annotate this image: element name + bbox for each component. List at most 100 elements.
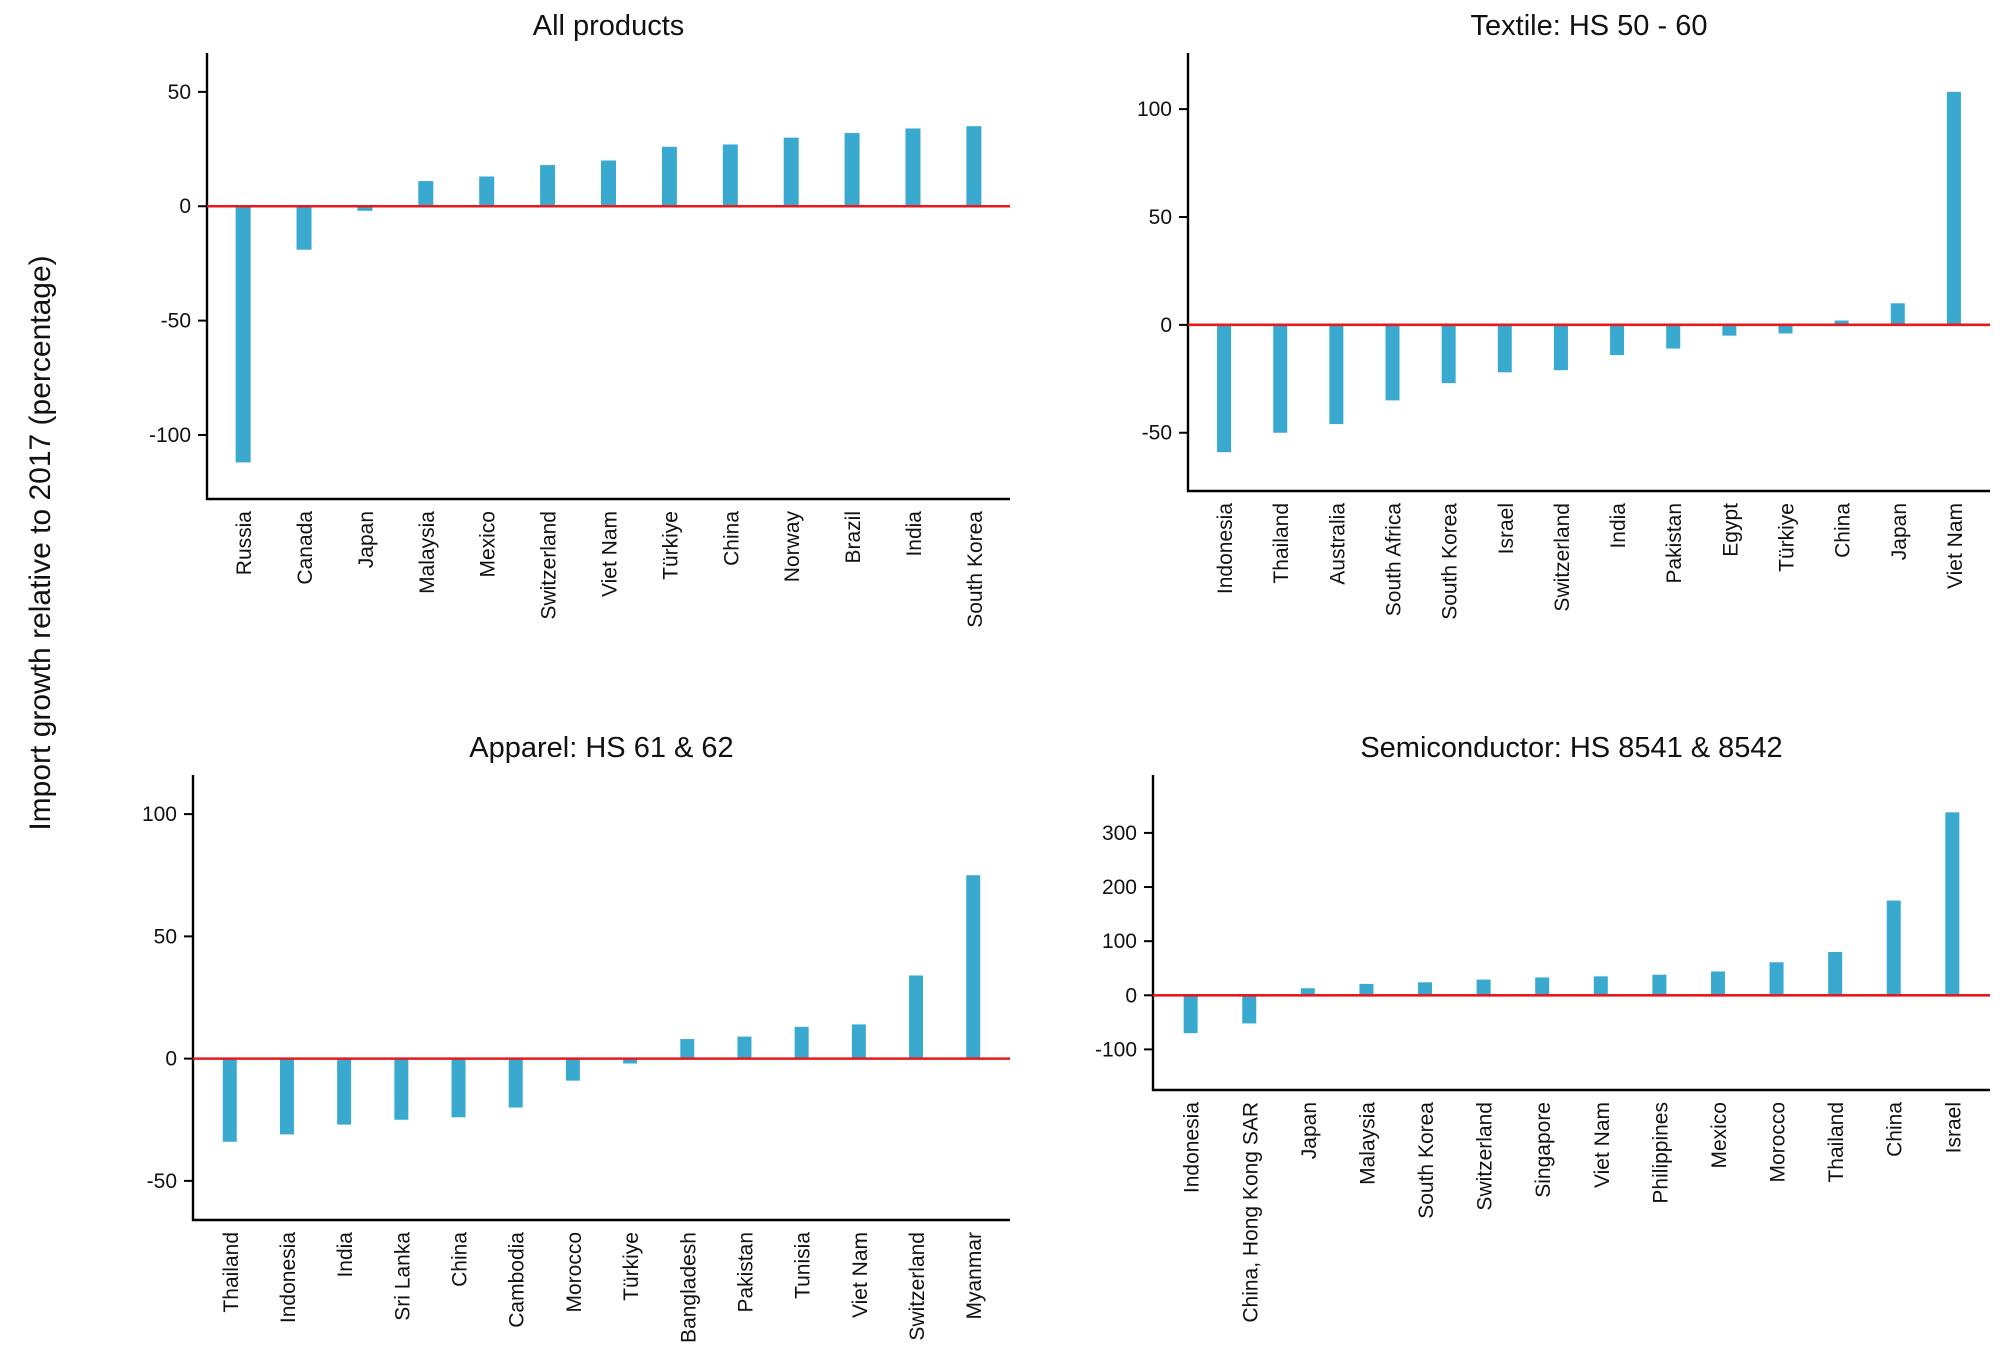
bar-bangladesh [680, 1039, 695, 1059]
bar-australia [1329, 324, 1344, 425]
chart-title: All products [533, 10, 685, 42]
y-tick-label: -100 [149, 424, 191, 447]
bar-indonesia [279, 1058, 294, 1135]
x-category-label: Sri Lanka [391, 1232, 414, 1321]
bar-thailand [1828, 951, 1843, 996]
x-category-label: Japan [1298, 1102, 1321, 1159]
y-tick-label: -100 [1095, 1038, 1137, 1061]
y-tick-label: 100 [1137, 98, 1172, 121]
x-category-label: Thailand [220, 1232, 243, 1313]
y-tick-label: 50 [154, 925, 177, 948]
bar-israel [1497, 324, 1512, 373]
y-tick-label: 0 [165, 1048, 177, 1071]
chart-panel-1: All products 50 0 -50 -100 Russia Canada Japan M… [149, 10, 1010, 628]
axis-lines [191, 775, 1010, 1222]
x-category-label: Bangladesh [677, 1232, 700, 1343]
x-category-label: Viet Nam [599, 511, 622, 597]
bar-india [337, 1058, 352, 1125]
x-category-label: India [903, 511, 926, 557]
x-category-label: Indonesia [1214, 503, 1237, 594]
x-category-label: Pakistan [1663, 503, 1686, 584]
x-category-label: Myanmar [963, 1232, 986, 1320]
y-tick-label: 300 [1102, 822, 1137, 845]
bar-south-korea [966, 126, 982, 207]
axis-lines [1186, 53, 1990, 493]
y-tick-label: 100 [142, 803, 177, 826]
x-category-label: Mexico [1708, 1102, 1731, 1169]
bar-switzerland [909, 975, 924, 1059]
bar-morocco [1769, 962, 1784, 996]
bar-norway [783, 137, 799, 207]
x-category-label: Morocco [1767, 1102, 1790, 1183]
bar-cambodia [508, 1058, 523, 1108]
bar-japan [1890, 303, 1905, 325]
bar-china [451, 1058, 466, 1118]
bar-t-rkiye [1778, 324, 1793, 334]
x-category-label: China, Hong Kong SAR [1239, 1102, 1262, 1323]
y-tick-label: 0 [179, 195, 191, 218]
x-category-label: Viet Nam [1591, 1102, 1614, 1188]
y-tick-label: 0 [1160, 314, 1172, 337]
x-category-label: Norway [781, 511, 804, 583]
x-category-label: Viet Nam [1944, 503, 1967, 589]
y-tick-label: -50 [147, 1170, 177, 1193]
bar-morocco [565, 1058, 580, 1081]
bar-singapore [1535, 977, 1550, 996]
x-category-label: Indonesia [1181, 1102, 1204, 1193]
x-category-label: Switzerland [1474, 1102, 1497, 1211]
chart-title: Textile: HS 50 - 60 [1471, 10, 1708, 42]
y-tick-label: 50 [1149, 206, 1172, 229]
x-category-label: Russia [233, 511, 256, 576]
x-category-label: Türkiye [620, 1232, 643, 1301]
bar-brazil [844, 133, 860, 207]
bar-japan [357, 206, 373, 211]
bar-pakistan [737, 1036, 752, 1059]
x-category-label: Tunisia [792, 1232, 815, 1299]
x-category-label: Switzerland [538, 511, 561, 620]
bar-viet-nam [1593, 976, 1608, 996]
axis-lines [1151, 775, 1990, 1092]
bar-china [1886, 900, 1901, 996]
bar-thailand [1273, 324, 1288, 433]
bar-south-korea [1441, 324, 1456, 384]
bar-south-korea [1418, 982, 1433, 996]
panels: All products 50 0 -50 -100 Russia Canada Japan M… [142, 10, 1990, 1343]
x-category-label: Israel [1942, 1102, 1965, 1153]
bar-switzerland [540, 165, 556, 207]
x-category-label: Cambodia [506, 1232, 529, 1328]
x-category-label: Pakistan [734, 1232, 757, 1313]
x-category-label: China [720, 511, 743, 566]
x-category-label: Brazil [842, 511, 865, 564]
x-category-label: South Korea [964, 511, 987, 628]
bar-viet-nam [851, 1024, 866, 1059]
bar-canada [296, 206, 312, 250]
bar-mexico [1710, 971, 1725, 996]
bar-t-rkiye [661, 146, 677, 207]
bar-philippines [1652, 974, 1667, 996]
bar-thailand [222, 1058, 237, 1142]
x-category-label: Türkiye [659, 511, 682, 580]
axis-lines [205, 53, 1010, 501]
x-category-label: Indonesia [277, 1232, 300, 1323]
x-category-label: China [1832, 503, 1855, 558]
y-axis-label: Import growth relative to 2017 (percenta… [24, 255, 57, 830]
bar-pakistan [1666, 324, 1681, 349]
bar-south-africa [1385, 324, 1400, 401]
bar-russia [235, 206, 251, 463]
bar-china [722, 144, 738, 207]
x-category-label: Australia [1326, 503, 1349, 585]
bar-mexico [479, 176, 495, 207]
bar-china-hong-kong-sar [1242, 995, 1257, 1024]
x-category-label: Israel [1495, 503, 1518, 554]
x-category-label: Malaysia [416, 511, 439, 594]
bar-india [1610, 324, 1625, 356]
bar-viet-nam [601, 160, 616, 207]
x-category-label: Egypt [1719, 503, 1742, 557]
bar-indonesia [1183, 995, 1198, 1034]
bar-switzerland [1553, 324, 1568, 371]
x-category-label: Philippines [1649, 1102, 1672, 1204]
bar-india [905, 128, 921, 207]
bar-israel [1945, 812, 1960, 996]
x-category-label: Malaysia [1356, 1102, 1379, 1185]
